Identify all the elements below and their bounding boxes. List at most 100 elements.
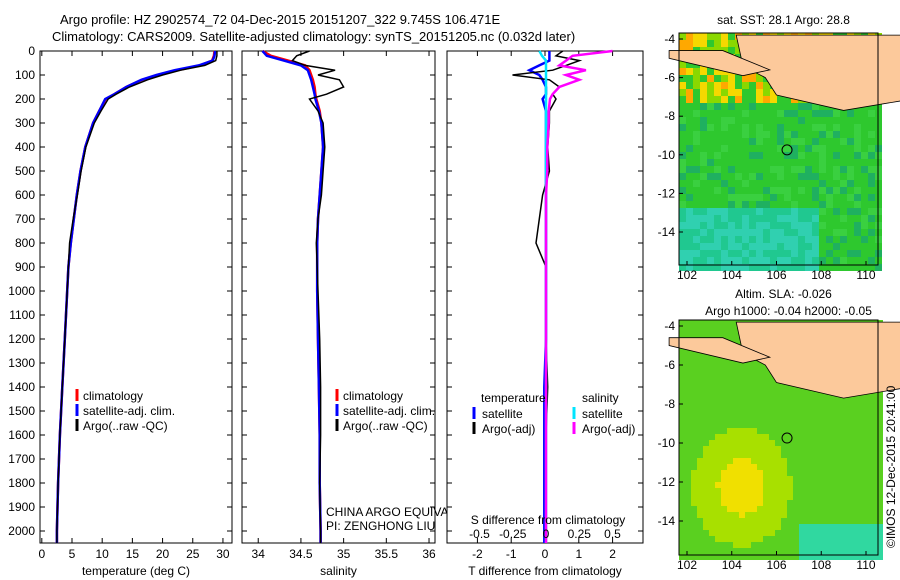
map-cell — [749, 250, 756, 257]
map-cell — [840, 180, 847, 187]
map-cell — [756, 243, 763, 250]
map-cell — [715, 500, 721, 506]
map-cell — [770, 264, 777, 271]
map-cell — [812, 257, 819, 264]
map-cell — [854, 131, 861, 138]
map-cell — [709, 356, 715, 362]
map-cell — [847, 257, 854, 264]
map-cell — [686, 229, 693, 236]
map-cell — [685, 356, 691, 362]
map-cell — [877, 422, 883, 428]
map-cell — [817, 458, 823, 464]
map-cell — [757, 404, 763, 410]
map-cell — [819, 215, 826, 222]
map-cell — [847, 187, 854, 194]
map-cell — [700, 173, 707, 180]
map-cell — [757, 518, 763, 524]
map-cell — [798, 215, 805, 222]
map-cell — [763, 416, 769, 422]
map-cell — [847, 530, 853, 536]
map-cell — [823, 434, 829, 440]
map-cell — [791, 229, 798, 236]
map-cell — [697, 326, 703, 332]
map-cell — [854, 215, 861, 222]
map-cell — [877, 482, 883, 488]
map-cell — [799, 542, 805, 548]
map-cell — [679, 536, 685, 542]
map-cell — [854, 243, 861, 250]
map-cell — [861, 180, 868, 187]
legend-label: Argo(..raw -QC) — [343, 419, 428, 433]
map-cell — [691, 416, 697, 422]
map-cell — [745, 530, 751, 536]
map-cell — [733, 440, 739, 446]
map-cell — [733, 374, 739, 380]
map-cell — [777, 187, 784, 194]
map-cell — [799, 410, 805, 416]
map-cell — [727, 410, 733, 416]
map-cell — [756, 173, 763, 180]
map-cell — [685, 368, 691, 374]
map-cell — [763, 110, 770, 117]
map-cell — [727, 542, 733, 548]
map-cell — [805, 398, 811, 404]
map-cell — [840, 131, 847, 138]
map-cell — [691, 500, 697, 506]
map-cell — [823, 494, 829, 500]
map-cell — [691, 518, 697, 524]
map-cell — [727, 548, 733, 554]
map-cell — [697, 476, 703, 482]
map-cell — [715, 416, 721, 422]
y-tick-label: 500 — [15, 164, 35, 178]
map-cell — [781, 386, 787, 392]
map-cell — [735, 82, 742, 89]
map-cell — [742, 201, 749, 208]
map-cell — [739, 524, 745, 530]
map-cell — [859, 548, 865, 554]
map-cell — [686, 89, 693, 96]
map-cell — [763, 476, 769, 482]
map-cell — [739, 464, 745, 470]
map-cell — [829, 554, 835, 560]
map-title: sat. SST: 28.1 Argo: 28.8 — [717, 13, 850, 27]
map-cell — [799, 392, 805, 398]
map-cell — [763, 410, 769, 416]
map-cell — [742, 82, 749, 89]
map-cell — [841, 482, 847, 488]
map-cell — [798, 117, 805, 124]
map-cell — [871, 518, 877, 524]
map-cell — [859, 500, 865, 506]
map-cell — [707, 215, 714, 222]
map-cell — [861, 257, 868, 264]
map-cell — [763, 243, 770, 250]
map-cell — [787, 506, 793, 512]
map-cell — [871, 452, 877, 458]
map-cell — [871, 500, 877, 506]
map-cell — [829, 416, 835, 422]
map-cell — [691, 422, 697, 428]
map-cell — [798, 187, 805, 194]
map-cell — [721, 40, 728, 47]
map-cell — [749, 201, 756, 208]
map-cell — [709, 440, 715, 446]
map-cell — [679, 476, 685, 482]
map-cell — [817, 482, 823, 488]
map-cell — [865, 542, 871, 548]
land-sumatra — [668, 50, 772, 77]
map-cell — [721, 482, 727, 488]
map-cell — [721, 103, 728, 110]
map-cell — [728, 159, 735, 166]
map-cell — [697, 524, 703, 530]
map-cell — [841, 524, 847, 530]
map-cell — [691, 476, 697, 482]
map-cell — [769, 470, 775, 476]
map-cell — [826, 166, 833, 173]
map-cell — [859, 440, 865, 446]
map-cell — [805, 500, 811, 506]
map-cell — [841, 464, 847, 470]
map-cell — [799, 464, 805, 470]
map-cell — [793, 530, 799, 536]
series-line-satellite-adj-clim- — [261, 50, 325, 543]
map-cell — [835, 398, 841, 404]
top-tick-label: 0 — [543, 527, 550, 541]
